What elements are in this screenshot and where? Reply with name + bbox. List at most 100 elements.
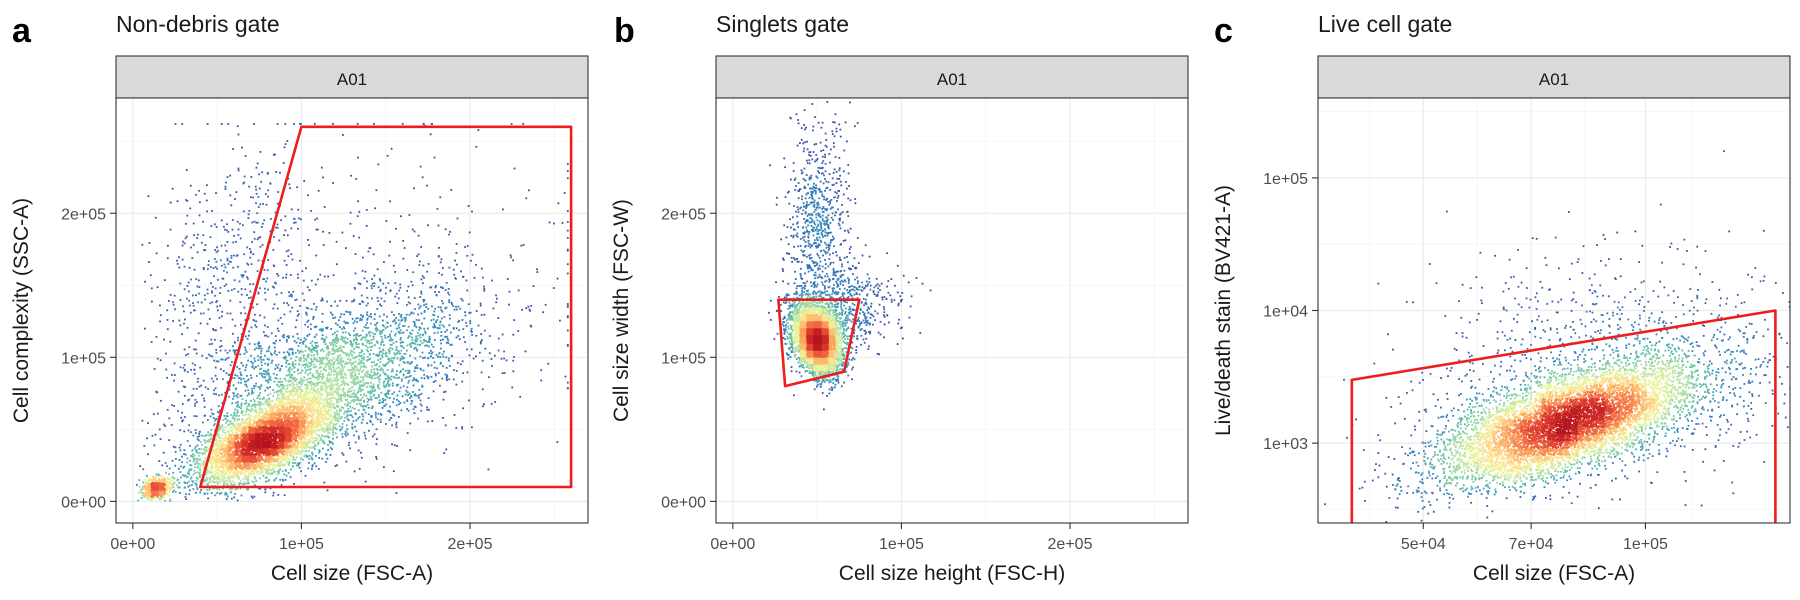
event-point (409, 354, 411, 357)
event-point (297, 394, 299, 397)
event-point (223, 475, 225, 478)
event-point (390, 370, 393, 373)
event-point (225, 434, 228, 437)
event-point (345, 299, 348, 302)
event-point (226, 241, 229, 243)
event-point (566, 163, 569, 165)
event-point (342, 336, 344, 339)
event-point (256, 238, 259, 241)
event-point (227, 424, 230, 427)
event-point (195, 449, 197, 452)
event-point (240, 494, 243, 497)
event-point (425, 306, 428, 308)
event-point (347, 332, 350, 335)
event-point (428, 345, 430, 348)
event-point (332, 427, 335, 430)
event-point (182, 385, 185, 388)
event-point (315, 432, 318, 435)
event-point (206, 292, 209, 295)
event-point (295, 464, 298, 467)
event-point (423, 327, 426, 330)
event-point (400, 378, 403, 381)
event-point (370, 398, 373, 401)
event-point (192, 456, 195, 459)
event-point (196, 460, 198, 462)
event-point (246, 407, 248, 410)
event-point (183, 265, 186, 268)
event-point (299, 387, 301, 389)
event-point (448, 378, 451, 381)
event-point (299, 379, 302, 382)
event-point (196, 251, 199, 254)
event-point (455, 263, 458, 266)
event-point (265, 469, 268, 472)
event-point (302, 342, 304, 345)
event-point (393, 357, 395, 360)
event-point (355, 341, 358, 344)
event-point (513, 319, 516, 321)
event-point (203, 435, 206, 437)
event-point (217, 473, 219, 476)
event-point (267, 472, 270, 475)
event-point (202, 467, 205, 469)
event-point (321, 378, 323, 381)
event-point (289, 348, 292, 350)
event-point (438, 291, 440, 293)
event-point (213, 389, 215, 392)
event-point (336, 359, 339, 361)
event-point (483, 285, 485, 288)
event-point (221, 428, 224, 431)
event-point (332, 380, 334, 383)
event-point (338, 398, 341, 401)
event-point (245, 385, 248, 388)
event-point (232, 423, 235, 426)
event-point (266, 401, 269, 404)
event-point (344, 430, 347, 433)
event-point (291, 348, 294, 351)
event-point (338, 408, 341, 411)
event-point (208, 477, 211, 480)
event-point (248, 393, 251, 396)
event-point (315, 455, 317, 457)
event-point (283, 387, 285, 390)
event-point (378, 315, 381, 318)
event-point (385, 373, 387, 376)
event-point (197, 465, 199, 468)
event-point (240, 378, 243, 381)
event-point (296, 393, 299, 396)
event-point (444, 289, 447, 291)
event-point (483, 289, 486, 292)
event-point (387, 389, 390, 392)
event-point (295, 452, 298, 455)
event-point (367, 406, 370, 409)
event-point (420, 278, 423, 281)
event-point (462, 407, 465, 410)
event-point (395, 423, 398, 426)
event-point (235, 468, 238, 471)
event-point (328, 424, 330, 427)
event-point (248, 405, 250, 407)
event-point (322, 230, 324, 233)
event-point (329, 431, 331, 434)
event-point (409, 449, 412, 452)
event-point (181, 420, 183, 423)
event-point (345, 321, 348, 324)
event-point (360, 349, 363, 351)
event-point (373, 274, 376, 277)
event-point (286, 384, 289, 387)
event-point (309, 323, 312, 326)
event-point (196, 457, 199, 460)
event-point (331, 359, 333, 362)
event-point (253, 400, 256, 403)
event-point (142, 468, 145, 471)
event-point (370, 385, 373, 388)
event-point (353, 384, 355, 386)
event-point (264, 465, 267, 468)
event-point (336, 372, 339, 374)
event-point (375, 330, 378, 333)
event-point (345, 342, 347, 345)
event-point (323, 341, 325, 343)
event-point (326, 412, 329, 415)
event-point (455, 243, 458, 245)
